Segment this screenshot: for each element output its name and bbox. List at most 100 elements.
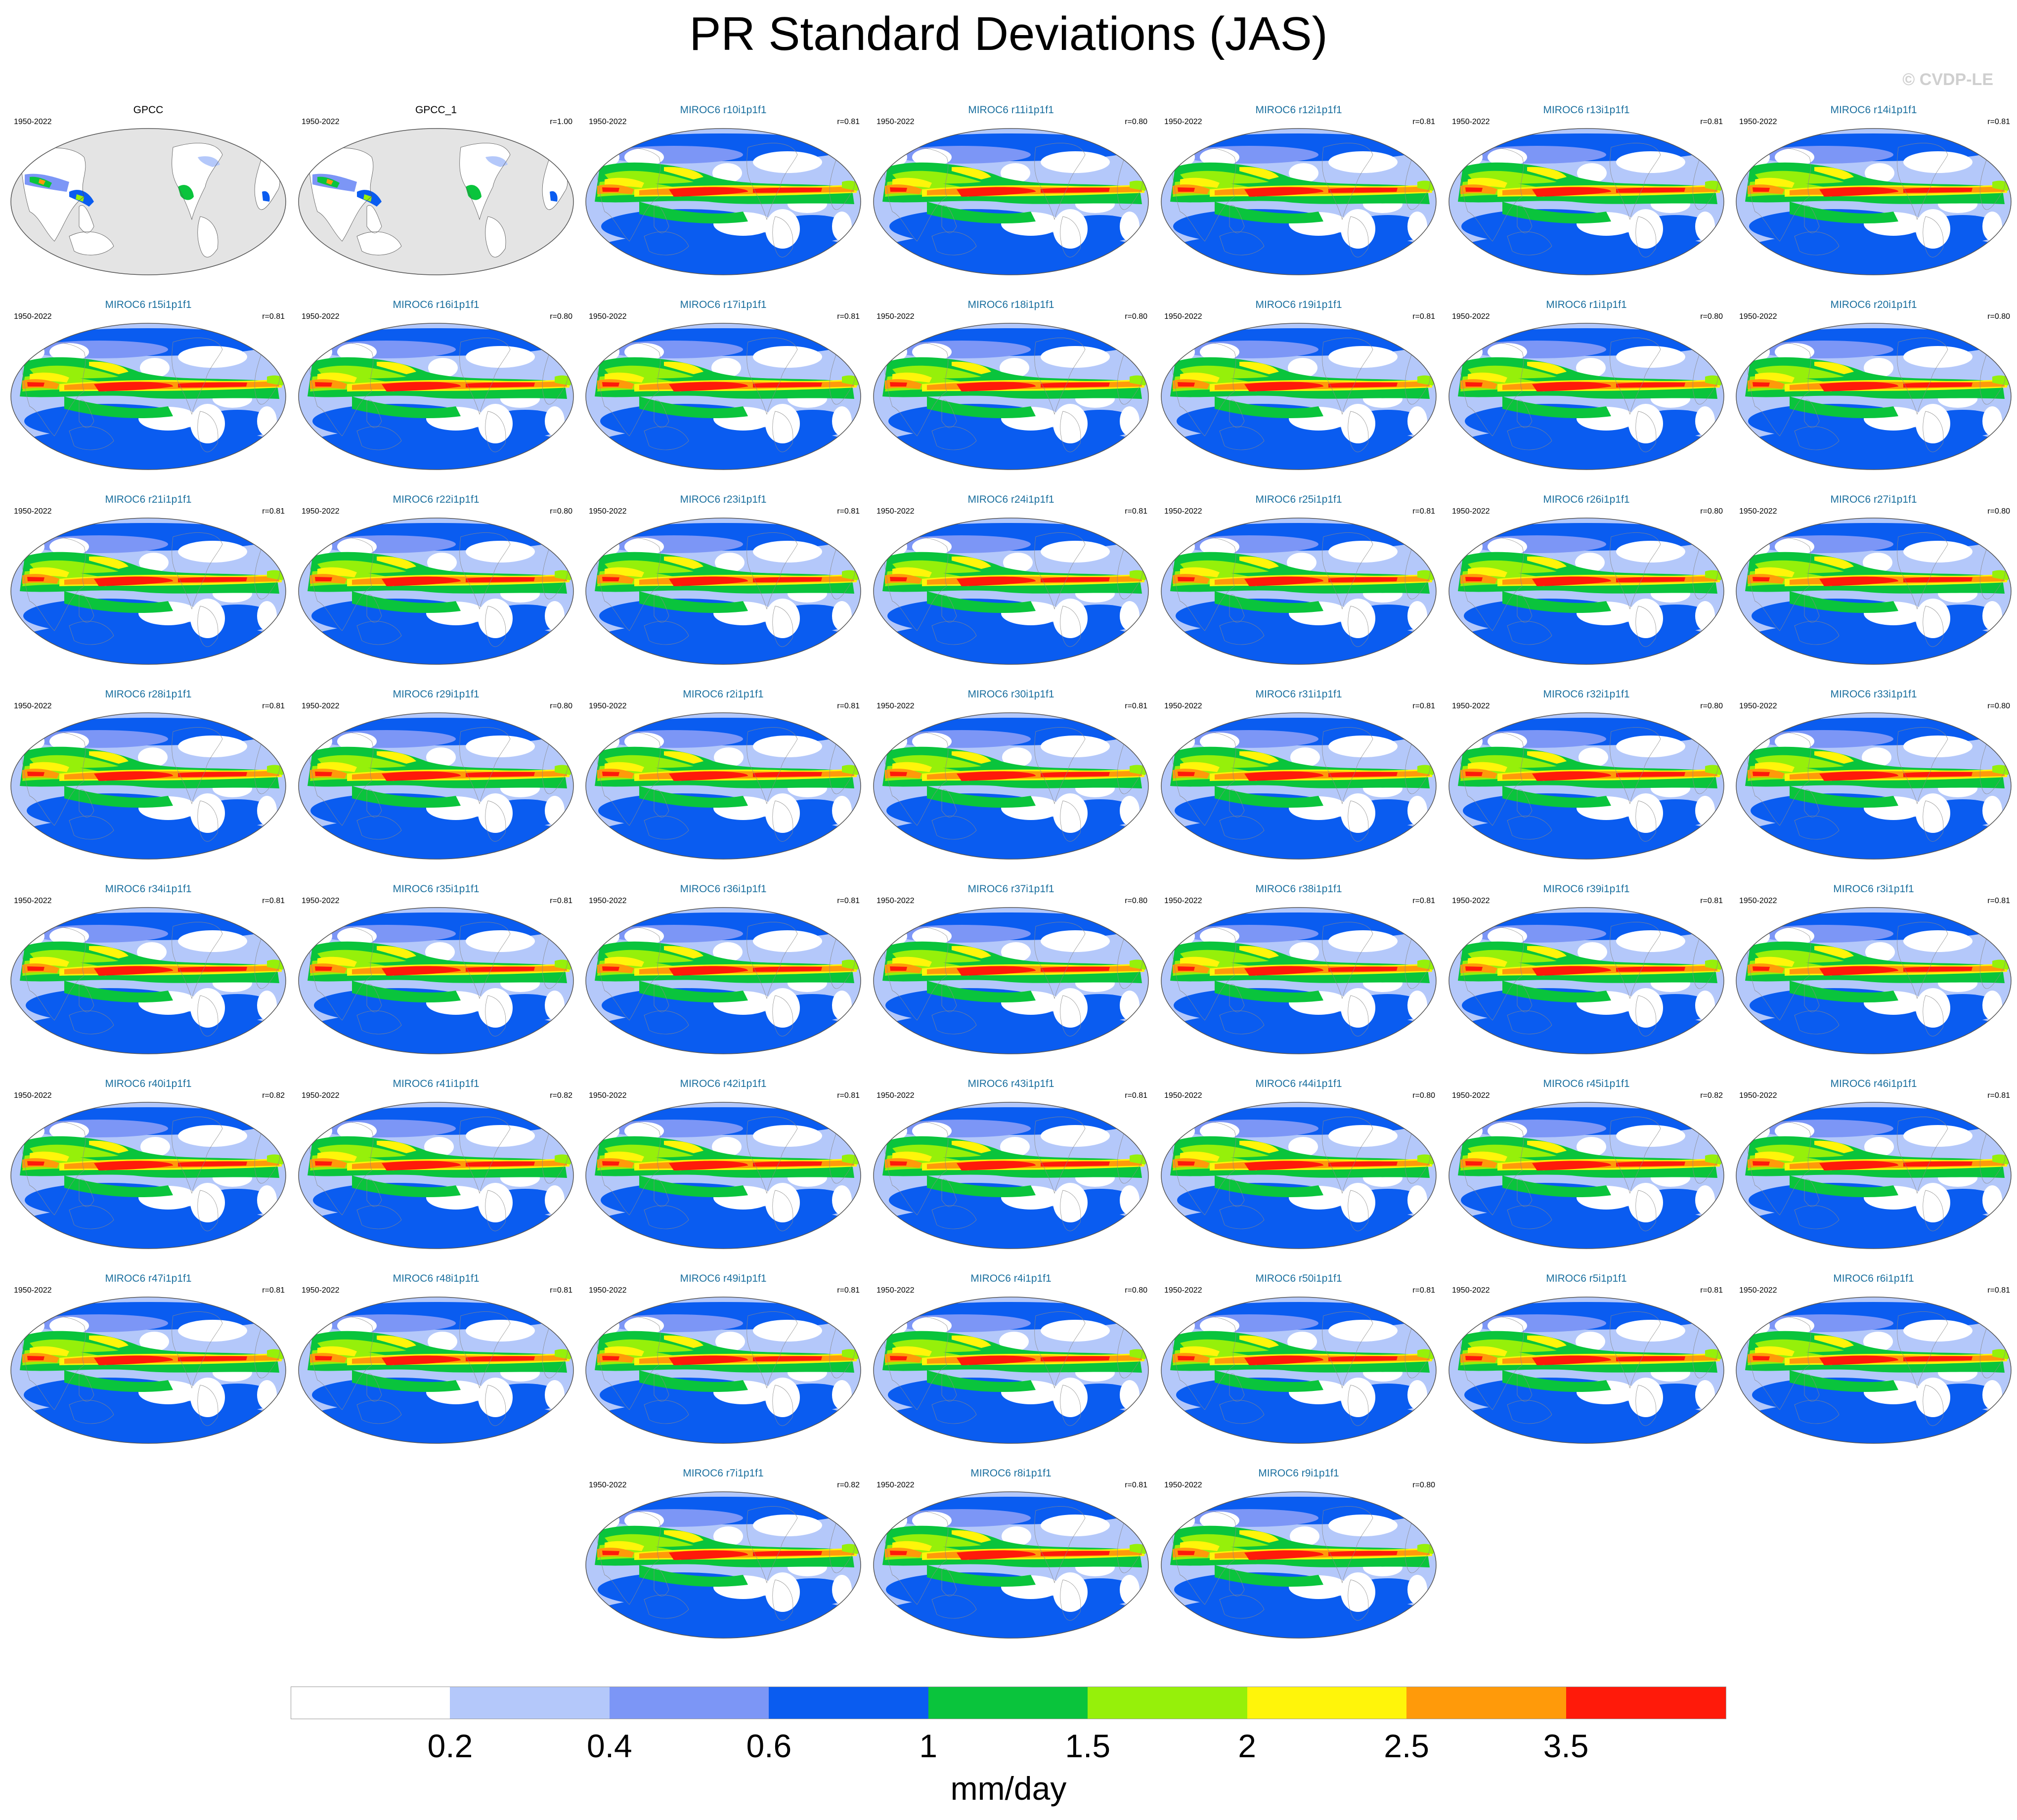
panel-title: MIROC6 r46i1p1f1 [1830, 1078, 1917, 1089]
map-panel: MIROC6 r44i1p1f1 1950-2022 r=0.80 [1155, 1078, 1442, 1271]
precip-stddev-map [1161, 907, 1437, 1054]
panel-pattern-correlation: r=0.81 [1125, 702, 1147, 710]
panel-title: MIROC6 r33i1p1f1 [1830, 689, 1917, 700]
map-panel: MIROC6 r30i1p1f1 1950-2022 r=0.81 [868, 688, 1154, 882]
map-panel: MIROC6 r47i1p1f1 1950-2022 r=0.81 [5, 1272, 292, 1466]
map-panel: MIROC6 r7i1p1f1 1950-2022 r=0.82 [580, 1467, 867, 1661]
map-panel: MIROC6 r5i1p1f1 1950-2022 r=0.81 [1443, 1272, 1730, 1466]
panel-title: MIROC6 r41i1p1f1 [393, 1078, 480, 1089]
panel-pattern-correlation: r=0.80 [1125, 312, 1147, 321]
panel-pattern-correlation: r=0.81 [837, 702, 860, 710]
precip-stddev-map [1448, 907, 1724, 1054]
precip-stddev-map [1736, 1102, 2012, 1249]
precip-stddev-map [585, 1491, 861, 1639]
map-panel: MIROC6 r27i1p1f1 1950-2022 r=0.80 [1730, 493, 2017, 687]
panel-title: MIROC6 r2i1p1f1 [683, 689, 764, 700]
panel-title: MIROC6 r15i1p1f1 [105, 299, 192, 310]
panel-period: 1950-2022 [877, 702, 915, 710]
panel-period: 1950-2022 [1164, 1091, 1202, 1100]
panel-title: MIROC6 r50i1p1f1 [1255, 1273, 1342, 1284]
panel-period: 1950-2022 [302, 507, 340, 516]
panel-pattern-correlation: r=0.81 [262, 702, 285, 710]
panel-pattern-correlation: r=0.81 [1125, 1091, 1147, 1100]
panel-pattern-correlation: r=0.81 [1987, 897, 2010, 905]
panel-period: 1950-2022 [589, 1091, 627, 1100]
panel-period: 1950-2022 [14, 1091, 52, 1100]
panel-title: MIROC6 r21i1p1f1 [105, 494, 192, 505]
map-panel: MIROC6 r33i1p1f1 1950-2022 r=0.80 [1730, 688, 2017, 882]
panel-pattern-correlation: r=0.81 [1412, 702, 1435, 710]
panel-period: 1950-2022 [14, 702, 52, 710]
panel-period: 1950-2022 [877, 507, 915, 516]
precip-stddev-map [1161, 712, 1437, 860]
precip-stddev-map [585, 518, 861, 665]
precip-stddev-map [10, 128, 286, 275]
panel-pattern-correlation: r=0.81 [1987, 1286, 2010, 1295]
panel-period: 1950-2022 [1452, 702, 1490, 710]
colorbar [291, 1687, 1726, 1721]
precip-stddev-map [298, 518, 574, 665]
panel-period: 1950-2022 [589, 897, 627, 905]
panel-period: 1950-2022 [877, 1481, 915, 1489]
precip-stddev-map [1448, 1102, 1724, 1249]
panel-pattern-correlation: r=0.80 [1125, 1286, 1147, 1295]
panel-period: 1950-2022 [1739, 312, 1777, 321]
map-panel: MIROC6 r4i1p1f1 1950-2022 r=0.80 [868, 1272, 1154, 1466]
panel-period: 1950-2022 [589, 702, 627, 710]
precip-stddev-map [298, 323, 574, 470]
panel-title: MIROC6 r22i1p1f1 [393, 494, 480, 505]
panel-period: 1950-2022 [589, 1286, 627, 1295]
panel-pattern-correlation: r=0.81 [262, 1286, 285, 1295]
map-panel: MIROC6 r9i1p1f1 1950-2022 r=0.80 [1155, 1467, 1442, 1661]
panel-pattern-correlation: r=0.81 [837, 312, 860, 321]
panel-pattern-correlation: r=0.81 [262, 507, 285, 516]
panel-pattern-correlation: r=0.80 [1412, 1091, 1435, 1100]
panel-title: MIROC6 r4i1p1f1 [970, 1273, 1052, 1284]
precip-stddev-map [1161, 128, 1437, 275]
panel-pattern-correlation: r=0.81 [1125, 1481, 1147, 1489]
panel-period: 1950-2022 [14, 312, 52, 321]
panel-period: 1950-2022 [589, 1481, 627, 1489]
precip-stddev-map [1161, 1491, 1437, 1639]
colorbar-tick-label: 2 [1238, 1728, 1257, 1764]
panel-title: MIROC6 r23i1p1f1 [680, 494, 767, 505]
colorbar-segment [769, 1687, 929, 1719]
panel-pattern-correlation: r=0.80 [1987, 507, 2010, 516]
panel-period: 1950-2022 [1739, 507, 1777, 516]
panel-period: 1950-2022 [14, 897, 52, 905]
panel-period: 1950-2022 [877, 118, 915, 126]
panel-period: 1950-2022 [877, 1286, 915, 1295]
panel-pattern-correlation: r=0.81 [1412, 507, 1435, 516]
panel-period: 1950-2022 [302, 1286, 340, 1295]
precip-stddev-map [1736, 1297, 2012, 1444]
panel-period: 1950-2022 [1164, 312, 1202, 321]
panel-title: MIROC6 r44i1p1f1 [1255, 1078, 1342, 1089]
precip-stddev-map [1448, 712, 1724, 860]
panel-title: MIROC6 r19i1p1f1 [1255, 299, 1342, 310]
map-panel: MIROC6 r36i1p1f1 1950-2022 r=0.81 [580, 883, 867, 1077]
panel-title: GPCC [133, 104, 164, 116]
map-panel: GPCC 1950-2022 [5, 104, 292, 298]
panel-period: 1950-2022 [1452, 312, 1490, 321]
map-panel: MIROC6 r14i1p1f1 1950-2022 r=0.81 [1730, 104, 2017, 298]
panel-title: MIROC6 r47i1p1f1 [105, 1273, 192, 1284]
panel-pattern-correlation: r=0.80 [1987, 312, 2010, 321]
panel-period: 1950-2022 [1739, 702, 1777, 710]
precip-stddev-map [1448, 1297, 1724, 1444]
map-panel: MIROC6 r15i1p1f1 1950-2022 r=0.81 [5, 299, 292, 492]
map-panel: MIROC6 r38i1p1f1 1950-2022 r=0.81 [1155, 883, 1442, 1077]
panel-title: MIROC6 r6i1p1f1 [1833, 1273, 1914, 1284]
panel-period: 1950-2022 [14, 507, 52, 516]
panel-pattern-correlation: r=0.80 [550, 702, 572, 710]
panel-title: MIROC6 r29i1p1f1 [393, 689, 480, 700]
precip-stddev-map [585, 1297, 861, 1444]
panel-title: MIROC6 r35i1p1f1 [393, 883, 480, 895]
figure-title: PR Standard Deviations (JAS) [689, 7, 1328, 60]
precip-stddev-map [10, 712, 286, 860]
map-panel: MIROC6 r25i1p1f1 1950-2022 r=0.81 [1155, 493, 1442, 687]
map-panel: MIROC6 r41i1p1f1 1950-2022 r=0.82 [293, 1078, 579, 1271]
panel-period: 1950-2022 [1164, 897, 1202, 905]
panel-period: 1950-2022 [1164, 507, 1202, 516]
panel-title: MIROC6 r39i1p1f1 [1543, 883, 1630, 895]
panel-pattern-correlation: r=0.81 [550, 897, 572, 905]
